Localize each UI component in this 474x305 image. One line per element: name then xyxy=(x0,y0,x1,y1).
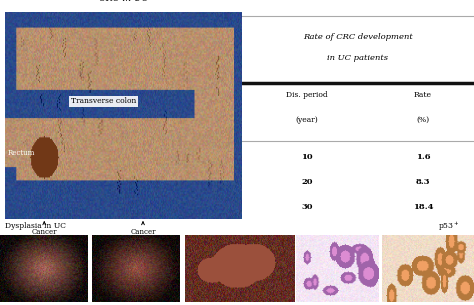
Text: 18.4: 18.4 xyxy=(413,203,433,211)
Text: CRC in UC: CRC in UC xyxy=(99,0,148,3)
Text: p53$^+$: p53$^+$ xyxy=(438,219,460,232)
Text: 20: 20 xyxy=(301,178,312,186)
Text: (%): (%) xyxy=(416,116,429,124)
Text: Dysplasia in UC: Dysplasia in UC xyxy=(5,222,66,230)
Text: (year): (year) xyxy=(295,116,318,124)
Text: 30: 30 xyxy=(301,203,312,211)
Text: Cancer: Cancer xyxy=(130,222,156,236)
Text: Cancer: Cancer xyxy=(31,222,57,236)
Text: 8.3: 8.3 xyxy=(416,178,430,186)
Text: Rate of CRC development: Rate of CRC development xyxy=(303,33,413,41)
Text: Rate: Rate xyxy=(414,91,432,99)
Text: in UC patients: in UC patients xyxy=(328,54,388,62)
Text: 10: 10 xyxy=(301,153,312,161)
Text: Dis. period: Dis. period xyxy=(286,91,328,99)
Text: 1.6: 1.6 xyxy=(416,153,430,161)
Text: Rectum: Rectum xyxy=(8,149,35,157)
Text: Transverse colon: Transverse colon xyxy=(71,97,136,105)
